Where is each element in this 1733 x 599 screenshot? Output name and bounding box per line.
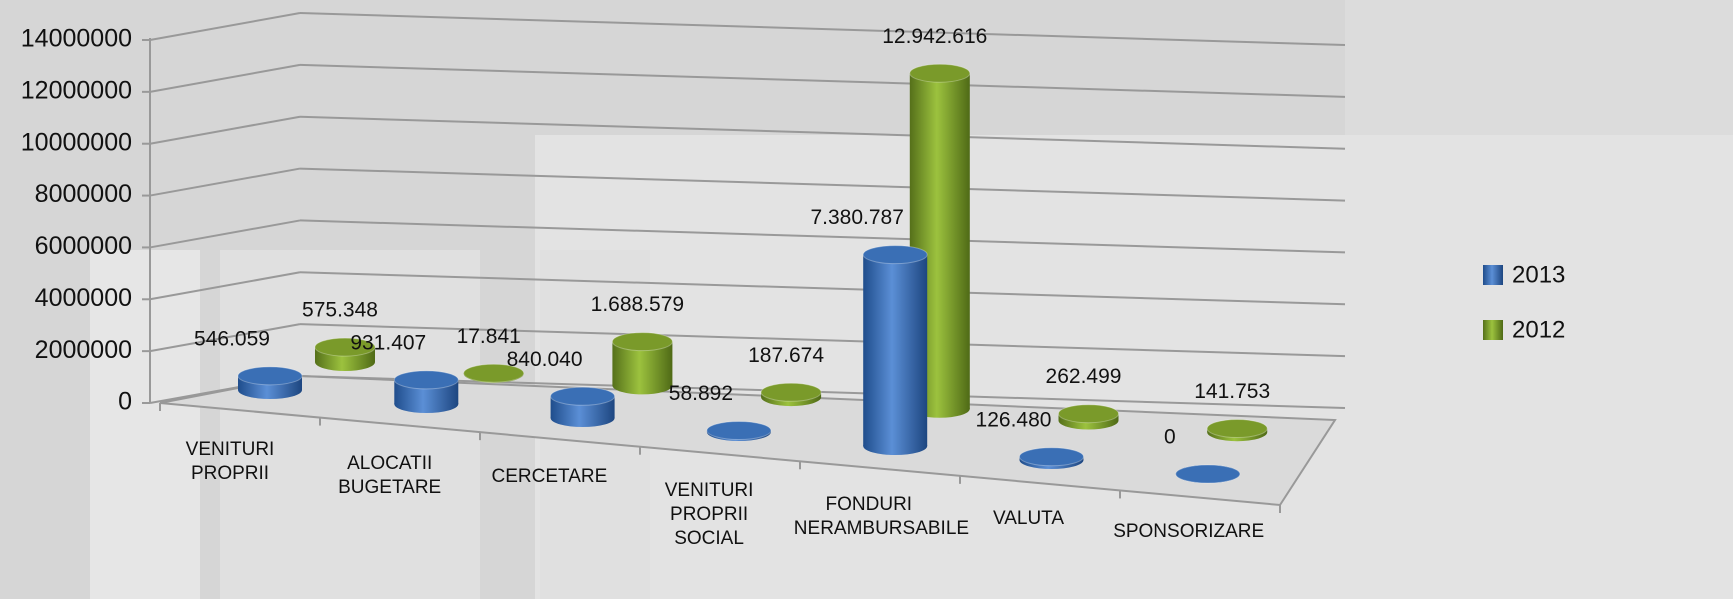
value-label: 7.380.787: [810, 206, 903, 229]
value-label: 58.892: [669, 382, 733, 405]
grid-line: [149, 167, 301, 197]
grid-line: [299, 63, 1346, 98]
y-tick-label: 12000000: [21, 76, 132, 104]
grid-line: [149, 323, 301, 353]
value-label: 575.348: [302, 299, 378, 322]
grid-line: [149, 219, 301, 249]
cylinder-top: [314, 337, 376, 357]
x-tick-label: VENITURI PROPRII SOCIAL: [664, 480, 754, 550]
x-tick-label: ALOCATII BUGETARE: [338, 452, 442, 498]
value-label: 141.753: [1194, 380, 1270, 403]
value-label: 12.942.616: [882, 25, 987, 48]
grid-line: [299, 271, 1346, 306]
y-tick-label: 14000000: [21, 25, 132, 53]
cylinder-top: [862, 245, 928, 265]
cylinder-top: [1058, 404, 1119, 424]
x-tick-label: VENITURI PROPRII: [185, 439, 275, 484]
grid-line: [299, 12, 1346, 46]
grid-line: [149, 12, 301, 41]
cylinder-top: [760, 382, 822, 402]
cylinder-top: [463, 363, 525, 383]
grid-line: [299, 323, 1346, 358]
value-label: 126.480: [976, 408, 1052, 431]
y-tick-label: 2000000: [35, 336, 132, 364]
y-tick-label: 4000000: [35, 284, 132, 312]
y-tick-label: 6000000: [35, 232, 132, 260]
cylinder-top: [909, 63, 971, 83]
cylinder-top: [550, 386, 616, 406]
cylinder-top: [1175, 464, 1241, 484]
bar: [863, 254, 928, 446]
grid-line: [299, 219, 1346, 254]
grid-line: [149, 271, 301, 301]
y-tick-label: 0: [118, 388, 132, 416]
value-label: 546.059: [194, 327, 270, 350]
grid-line: [299, 115, 1346, 150]
cylinder-top: [237, 366, 303, 386]
cylinder-top: [611, 332, 673, 352]
legend-swatch: [1483, 265, 1503, 285]
legend-swatch: [1483, 320, 1503, 340]
value-label: 1.688.579: [591, 293, 684, 316]
legend-label: 2012: [1512, 316, 1565, 343]
value-label: 840.040: [507, 348, 583, 371]
cylinder-top: [1019, 447, 1084, 467]
legend-label: 2013: [1512, 261, 1565, 288]
x-tick-label: SPONSORIZARE: [1113, 521, 1265, 543]
x-tick-label: FONDURI NERAMBURSABILE: [793, 493, 970, 539]
cylinder-top: [1206, 419, 1268, 439]
value-label: 0: [1164, 426, 1176, 449]
background-shape: [1345, 0, 1733, 135]
value-label: 931.407: [350, 331, 426, 354]
cylinder-top: [706, 420, 772, 440]
grid-line: [299, 375, 1346, 409]
grid-line: [149, 115, 301, 145]
background-shape: [535, 135, 1733, 599]
background-shape: [90, 250, 200, 599]
y-tick-label: 8000000: [35, 180, 132, 208]
cylinder-top: [393, 370, 459, 390]
grid-line: [299, 167, 1346, 202]
y-tick-label: 10000000: [21, 128, 132, 156]
x-tick-label: VALUTA: [992, 507, 1065, 529]
x-tick-label: CERCETARE: [491, 466, 608, 488]
value-label: 187.674: [748, 344, 824, 367]
value-label: 262.499: [1046, 365, 1122, 388]
grid-line: [149, 63, 301, 93]
value-label: 17.841: [457, 325, 521, 348]
